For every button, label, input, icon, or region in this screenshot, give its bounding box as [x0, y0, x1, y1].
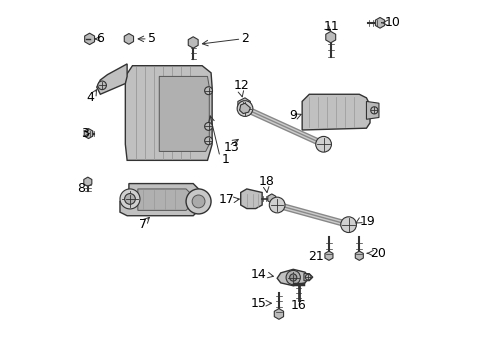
Polygon shape: [325, 251, 333, 260]
Circle shape: [98, 81, 106, 90]
Circle shape: [205, 122, 213, 130]
Polygon shape: [188, 37, 198, 48]
Polygon shape: [355, 251, 363, 260]
Text: 4: 4: [87, 91, 95, 104]
Circle shape: [305, 274, 311, 280]
Text: 16: 16: [291, 298, 306, 311]
Polygon shape: [326, 31, 336, 43]
Text: 1: 1: [222, 153, 230, 166]
Circle shape: [270, 197, 285, 213]
Circle shape: [120, 189, 140, 209]
Text: 9: 9: [289, 109, 297, 122]
Circle shape: [205, 137, 213, 145]
Polygon shape: [268, 194, 276, 203]
Polygon shape: [120, 184, 200, 216]
Circle shape: [186, 189, 211, 214]
Polygon shape: [375, 18, 385, 28]
Polygon shape: [240, 103, 250, 113]
Text: 8: 8: [76, 183, 85, 195]
Text: 18: 18: [259, 175, 274, 188]
Text: 2: 2: [242, 32, 249, 45]
Polygon shape: [125, 66, 212, 160]
Text: 19: 19: [359, 215, 375, 228]
Text: 20: 20: [370, 247, 386, 260]
Polygon shape: [367, 102, 379, 119]
Circle shape: [290, 274, 297, 281]
Polygon shape: [241, 189, 262, 208]
Circle shape: [286, 270, 300, 285]
Circle shape: [316, 136, 331, 152]
Circle shape: [124, 194, 135, 204]
Polygon shape: [124, 33, 134, 44]
Circle shape: [192, 195, 205, 208]
Circle shape: [371, 107, 378, 114]
Text: 5: 5: [148, 32, 156, 45]
Text: 21: 21: [309, 250, 324, 263]
Polygon shape: [138, 189, 192, 210]
Polygon shape: [302, 94, 370, 130]
Text: 10: 10: [384, 16, 400, 29]
Text: 15: 15: [250, 297, 267, 310]
Text: 13: 13: [223, 141, 239, 154]
Circle shape: [341, 217, 356, 233]
Text: 6: 6: [96, 32, 103, 45]
Circle shape: [237, 101, 253, 116]
Text: 12: 12: [234, 80, 249, 93]
Polygon shape: [238, 98, 250, 109]
Circle shape: [205, 87, 213, 95]
Text: 7: 7: [139, 218, 147, 231]
Polygon shape: [159, 76, 209, 152]
Polygon shape: [274, 309, 284, 319]
Polygon shape: [97, 64, 127, 94]
Text: 11: 11: [323, 20, 340, 33]
Polygon shape: [85, 33, 95, 45]
Text: 14: 14: [251, 268, 267, 281]
Text: 17: 17: [219, 193, 234, 206]
Polygon shape: [304, 274, 313, 281]
Polygon shape: [277, 269, 309, 286]
Text: 3: 3: [81, 127, 89, 140]
Polygon shape: [84, 177, 92, 186]
Polygon shape: [84, 129, 93, 139]
Circle shape: [241, 102, 246, 107]
